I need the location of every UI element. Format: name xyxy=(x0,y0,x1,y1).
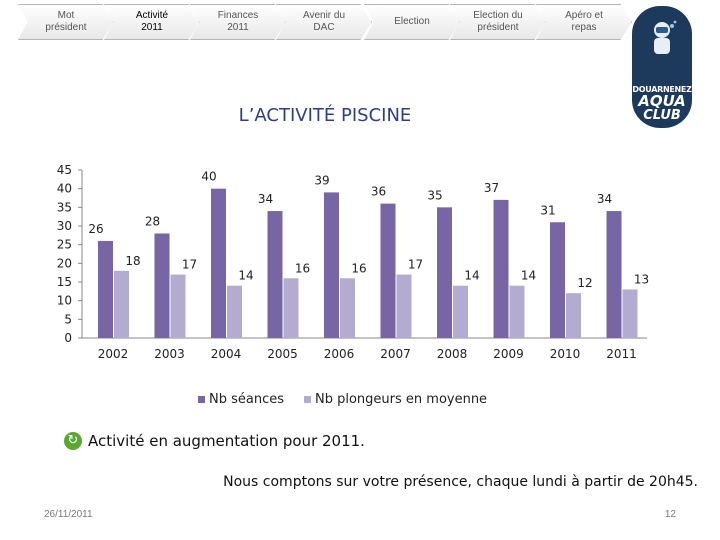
x-tick-label-2008: 2008 xyxy=(437,347,468,361)
nav-activite-2011[interactable]: Activité 2011 xyxy=(104,4,200,40)
nav-mot-president[interactable]: Mot président xyxy=(18,4,114,40)
data-label-plongeurs-2004: 14 xyxy=(238,269,253,283)
legend-swatch-seances xyxy=(198,396,205,403)
x-tick-label-2007: 2007 xyxy=(380,347,411,361)
bar-seances-2006 xyxy=(324,192,339,338)
bar-plongeurs-2009 xyxy=(509,285,525,338)
nav-finances-2011[interactable]: Finances 2011 xyxy=(190,4,286,40)
bar-plongeurs-2003 xyxy=(170,274,186,338)
notice-text: Nous comptons sur votre présence, chaque… xyxy=(223,474,698,490)
bar-plongeurs-2011 xyxy=(622,289,638,338)
logo-line-2: AQUA xyxy=(638,92,686,110)
y-tick-label: 35 xyxy=(57,200,72,214)
logo-line-1: DOUARNENEZ xyxy=(632,85,692,94)
y-tick-label: 25 xyxy=(57,238,72,252)
bar-seances-2011 xyxy=(606,211,622,338)
bar-seances-2003 xyxy=(154,233,170,338)
data-label-plongeurs-2006: 16 xyxy=(351,261,366,275)
legend-entry-seances: Nb séances xyxy=(198,392,284,407)
data-label-plongeurs-2008: 14 xyxy=(464,269,479,283)
bar-plongeurs-2006 xyxy=(340,278,355,338)
nav-election[interactable]: Election xyxy=(364,4,460,40)
logo-line-3: CLUB xyxy=(643,108,681,123)
x-tick-label-2009: 2009 xyxy=(493,347,524,361)
bar-seances-2008 xyxy=(437,207,452,338)
club-logo: DOUARNENEZ AQUA CLUB xyxy=(632,6,692,128)
data-label-plongeurs-2009: 14 xyxy=(521,269,536,283)
nav-avenir-dac[interactable]: Avenir du DAC xyxy=(276,4,372,40)
x-tick-label-2006: 2006 xyxy=(324,347,355,361)
bar-seances-2009 xyxy=(493,199,509,338)
data-label-plongeurs-2002: 18 xyxy=(125,254,140,268)
y-tick-label: 40 xyxy=(57,182,72,196)
data-label-plongeurs-2003: 17 xyxy=(182,258,197,272)
y-tick-label: 20 xyxy=(57,256,72,270)
data-label-seances-2010: 31 xyxy=(540,203,555,217)
x-tick-label-2010: 2010 xyxy=(550,347,581,361)
page-number: 12 xyxy=(664,509,676,520)
legend-label-plongeurs: Nb plongeurs en moyenne xyxy=(315,392,488,407)
bar-plongeurs-2008 xyxy=(453,285,468,338)
footer-date: 26/11/2011 xyxy=(44,509,93,520)
data-label-seances-2011: 34 xyxy=(597,192,612,206)
data-label-seances-2007: 36 xyxy=(371,185,386,199)
bar-plongeurs-2002 xyxy=(114,270,129,338)
data-label-plongeurs-2007: 17 xyxy=(408,258,423,272)
bar-plongeurs-2005 xyxy=(283,278,299,338)
y-tick-label: 30 xyxy=(57,219,72,233)
top-navigation: Mot président Activité 2011 Finances 201… xyxy=(0,0,720,46)
data-label-seances-2002: 26 xyxy=(88,222,103,236)
x-tick-label-2003: 2003 xyxy=(154,347,185,361)
data-label-seances-2008: 35 xyxy=(427,188,442,202)
y-tick-label: 5 xyxy=(64,312,72,326)
legend-entry-plongeurs: Nb plongeurs en moyenne xyxy=(304,392,487,407)
bar-plongeurs-2007 xyxy=(396,274,412,338)
y-tick-label: 45 xyxy=(57,163,72,177)
bar-seances-2007 xyxy=(380,203,396,338)
refresh-icon: ↻ xyxy=(64,432,82,450)
y-tick-label: 10 xyxy=(57,294,72,308)
bar-seances-2004 xyxy=(211,188,226,338)
page-title: L’ACTIVITÉ PISCINE xyxy=(238,105,412,126)
data-label-seances-2006: 39 xyxy=(314,173,329,187)
y-tick-label: 15 xyxy=(57,275,72,289)
x-tick-label-2002: 2002 xyxy=(98,347,129,361)
bar-plongeurs-2004 xyxy=(227,285,242,338)
nav-apero-repas[interactable]: Apéro et repas xyxy=(536,4,632,40)
data-label-plongeurs-2011: 13 xyxy=(634,272,649,286)
y-tick-label: 0 xyxy=(64,331,72,345)
bar-seances-2005 xyxy=(267,211,283,338)
bar-seances-2002 xyxy=(98,240,113,338)
x-tick-label-2004: 2004 xyxy=(211,347,242,361)
bar-seances-2010 xyxy=(550,222,565,338)
diver-icon xyxy=(654,20,677,54)
x-tick-label-2011: 2011 xyxy=(606,347,637,361)
data-label-seances-2003: 28 xyxy=(145,214,160,228)
activity-bullet: ↻ Activité en augmentation pour 2011. xyxy=(64,432,365,450)
data-label-seances-2009: 37 xyxy=(484,181,499,195)
x-tick-label-2005: 2005 xyxy=(267,347,298,361)
data-label-plongeurs-2005: 16 xyxy=(295,261,310,275)
nav-election-president[interactable]: Election du président xyxy=(450,4,546,40)
legend-label-seances: Nb séances xyxy=(209,392,285,407)
bar-plongeurs-2010 xyxy=(566,293,581,338)
bar-chart: 0 5 10 15 20 25 30 35 40 45 26 18 2002 28 17 2003 40 14 20… xyxy=(57,163,649,361)
bullet-text: Activité en augmentation pour 2011. xyxy=(88,432,365,450)
legend-swatch-plongeurs xyxy=(304,396,311,403)
data-label-seances-2004: 40 xyxy=(201,170,216,184)
data-label-plongeurs-2010: 12 xyxy=(577,276,592,290)
data-label-seances-2005: 34 xyxy=(258,192,273,206)
